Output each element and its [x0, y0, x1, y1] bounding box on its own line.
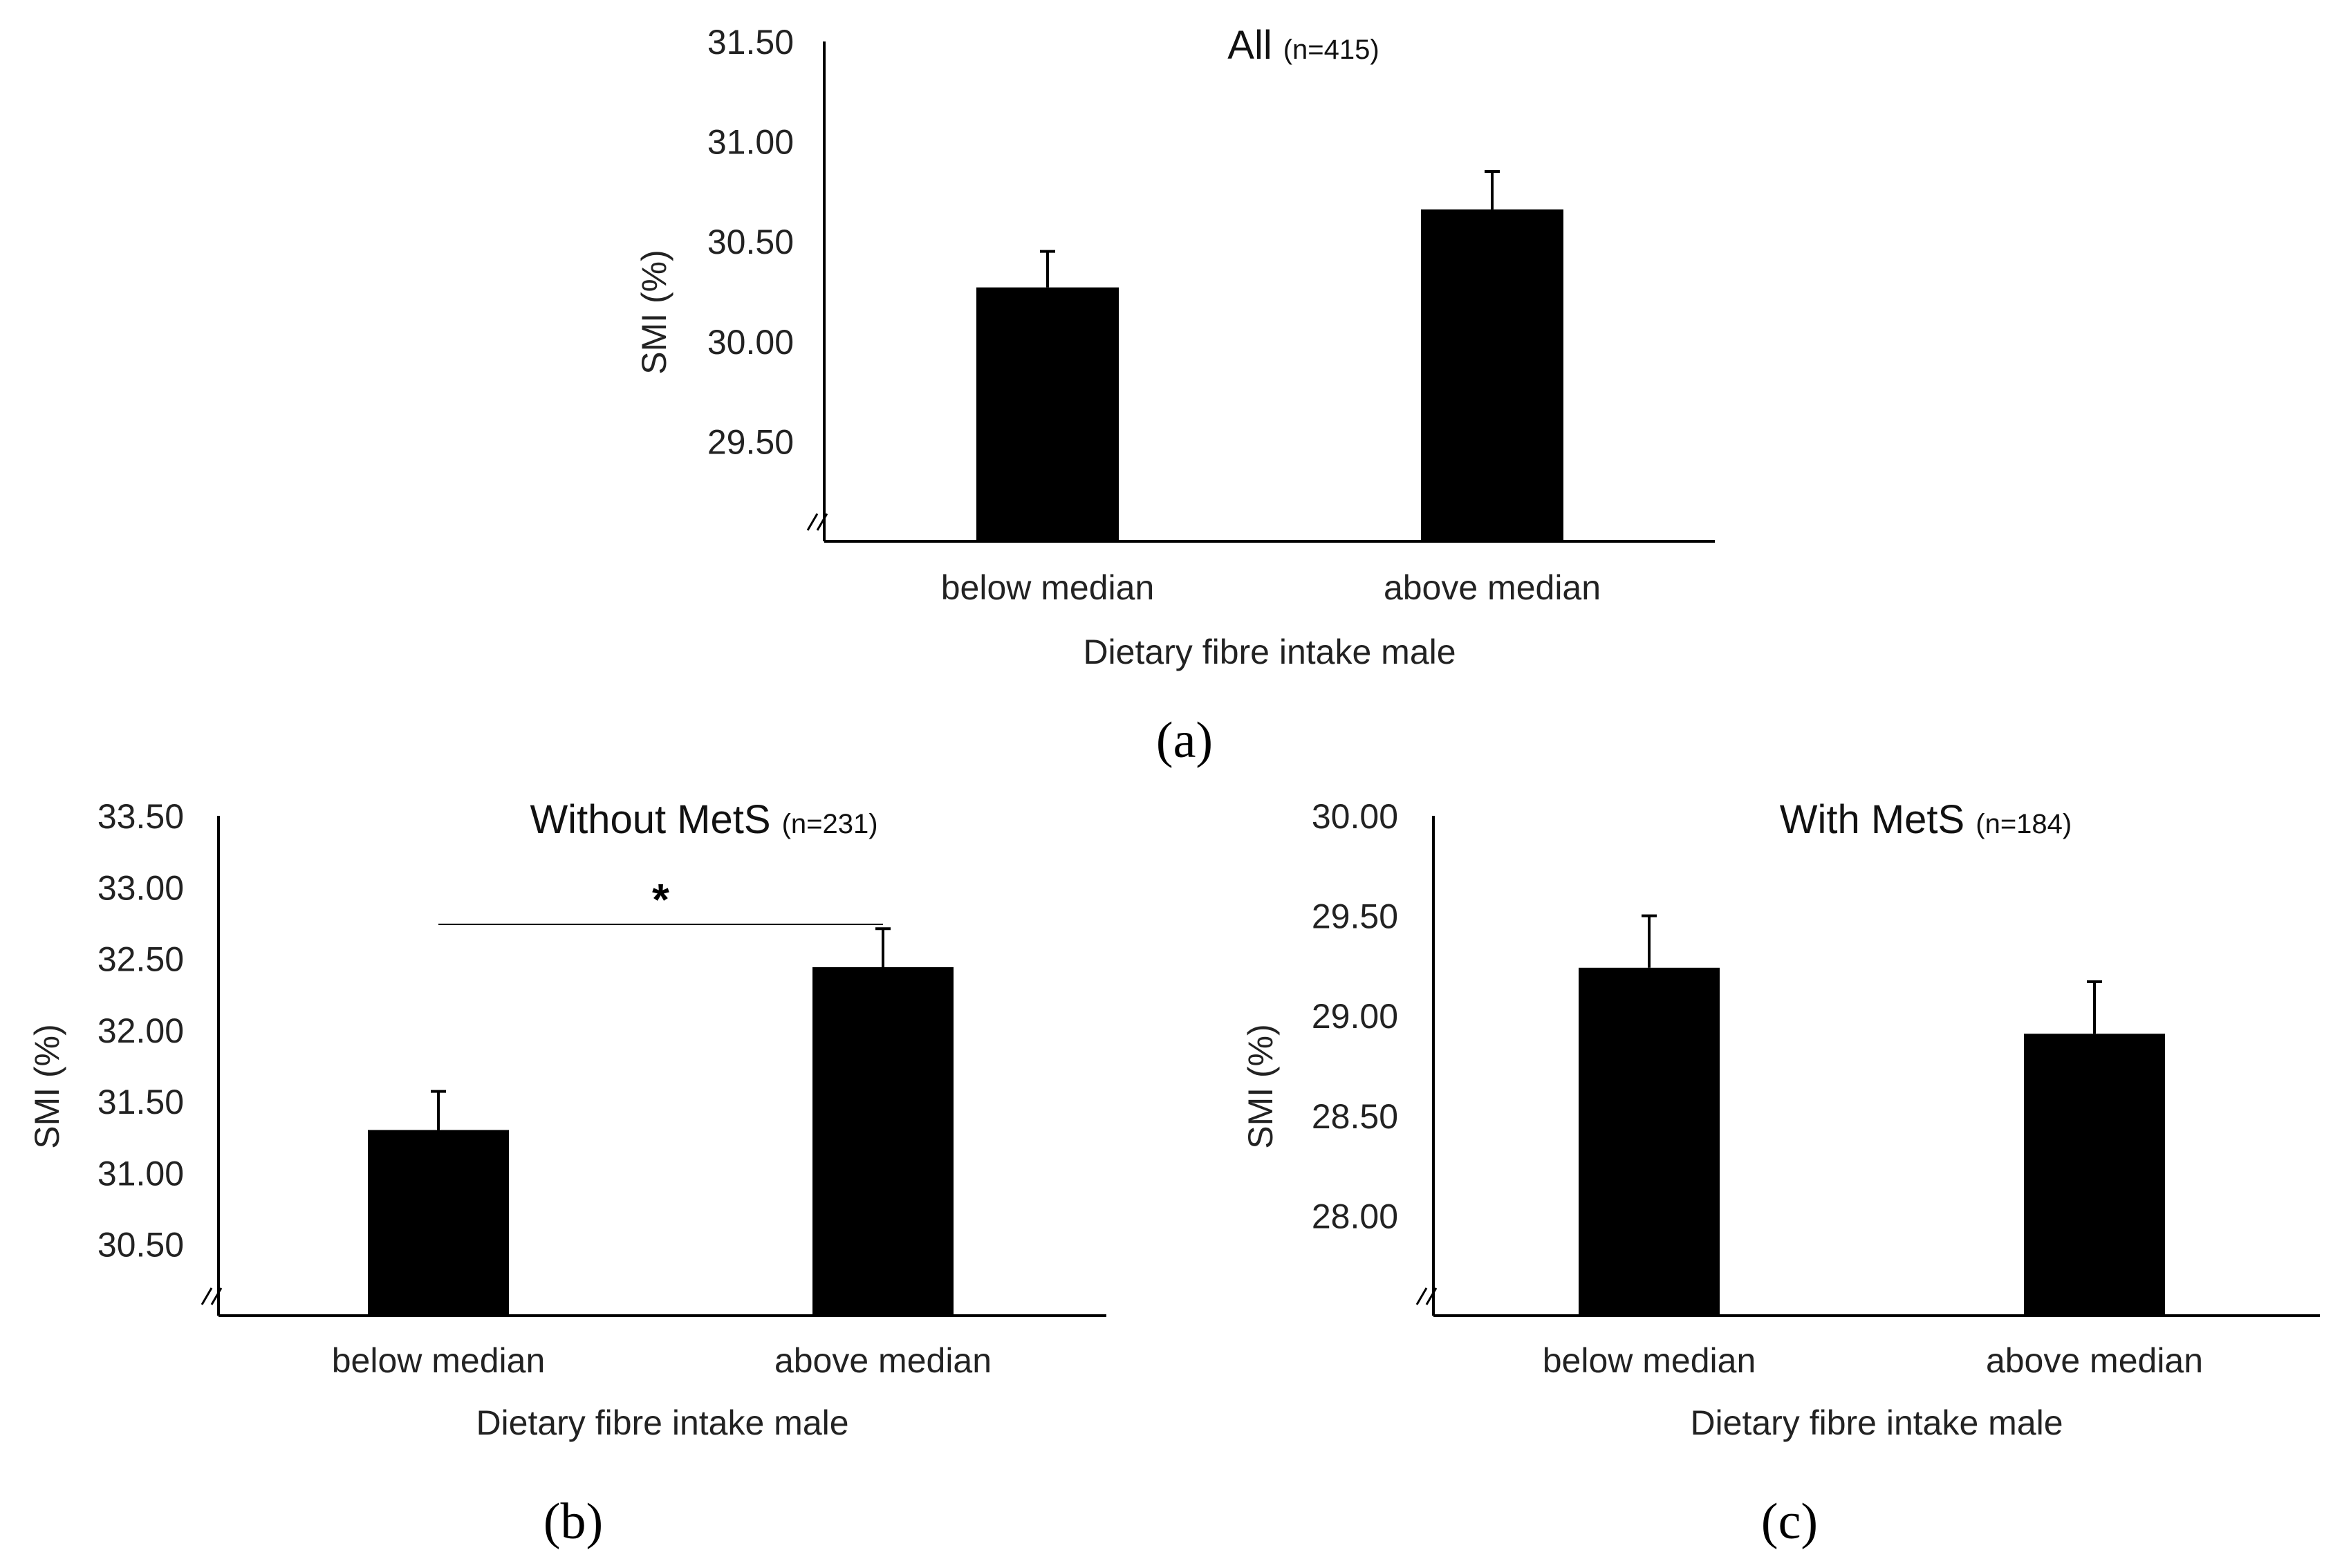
chart-title-main: With MetS: [1780, 797, 1965, 842]
panel-label: (c): [1761, 1493, 1818, 1550]
y-tick-label: 29.00: [1312, 997, 1398, 1036]
bar-above-median: [1421, 209, 1563, 541]
category-label: above median: [1384, 568, 1601, 607]
y-tick-label: 29.50: [707, 422, 794, 461]
category-label: below median: [1543, 1341, 1756, 1380]
y-tick-label: 32.00: [97, 1011, 184, 1050]
chart-title-main: Without MetS: [530, 797, 770, 842]
panel-label: (a): [1156, 712, 1213, 769]
x-axis-label: Dietary fibre intake male: [1690, 1403, 2063, 1442]
y-axis-label: SMI (%): [28, 1024, 66, 1149]
x-axis-label: Dietary fibre intake male: [1083, 633, 1456, 671]
category-label: below median: [332, 1341, 546, 1380]
significance-marker: *: [652, 875, 669, 924]
bar-below-median: [976, 287, 1119, 541]
axis-break-stroke: [816, 513, 828, 531]
y-tick-label: 31.00: [707, 123, 794, 162]
y-tick-label: 29.50: [1312, 897, 1398, 936]
y-tick-label: 32.50: [97, 940, 184, 979]
category-label: below median: [941, 568, 1155, 607]
y-tick-label: 30.50: [97, 1226, 184, 1264]
axis-break-stroke: [806, 513, 819, 531]
bar-above-median: [812, 967, 954, 1316]
chart-title-n: (n=231): [782, 809, 878, 839]
axis-break-stroke: [201, 1287, 213, 1305]
y-tick-label: 28.00: [1312, 1197, 1398, 1235]
y-tick-label: 30.00: [707, 323, 794, 362]
y-tick-label: 31.00: [97, 1154, 184, 1193]
chart-title-n: (n=184): [1976, 809, 2072, 839]
axis-break-marker: [1415, 1287, 1438, 1305]
category-label: above median: [1986, 1341, 2203, 1380]
category-label: above median: [774, 1341, 992, 1380]
chart-title-n: (n=415): [1283, 35, 1379, 65]
chart-title-main: All: [1227, 23, 1272, 68]
y-axis-label: SMI (%): [1241, 1024, 1280, 1149]
x-axis-label: Dietary fibre intake male: [476, 1403, 848, 1442]
axis-break-marker: [806, 513, 828, 531]
axis-break-stroke: [1415, 1287, 1428, 1305]
chart-title: Without MetS (n=231): [530, 797, 877, 842]
chart-panel-c: 28.00 28.50 29.00 29.50 30.00 below median abo…: [1241, 797, 2320, 1550]
y-tick-label: 28.50: [1312, 1097, 1398, 1136]
bar-below-median: [1579, 967, 1720, 1316]
y-tick-label: 31.50: [707, 23, 794, 62]
y-tick-label: 33.00: [97, 868, 184, 907]
bar-below-median: [368, 1130, 509, 1316]
y-tick-label: 31.50: [97, 1083, 184, 1121]
y-axis-label: SMI (%): [635, 250, 673, 375]
y-tick-label: 33.50: [97, 797, 184, 836]
chart-panel-a: 29.50 30.00 30.50 31.00 31.50 below median abo…: [635, 23, 1715, 769]
chart-title: All (n=415): [1227, 23, 1379, 68]
y-tick-label: 30.00: [1312, 797, 1398, 836]
axis-break-stroke: [1425, 1287, 1438, 1305]
y-tick-label: 30.50: [707, 223, 794, 261]
chart-panel-b: 30.50 31.00 31.50 32.00 32.50 33.00 33.50 below…: [28, 797, 1106, 1550]
axis-break-stroke: [210, 1287, 223, 1305]
chart-title: With MetS (n=184): [1780, 797, 2072, 842]
panel-label: (b): [543, 1493, 603, 1550]
axis-break-marker: [201, 1287, 223, 1305]
bar-above-median: [2024, 1034, 2165, 1316]
